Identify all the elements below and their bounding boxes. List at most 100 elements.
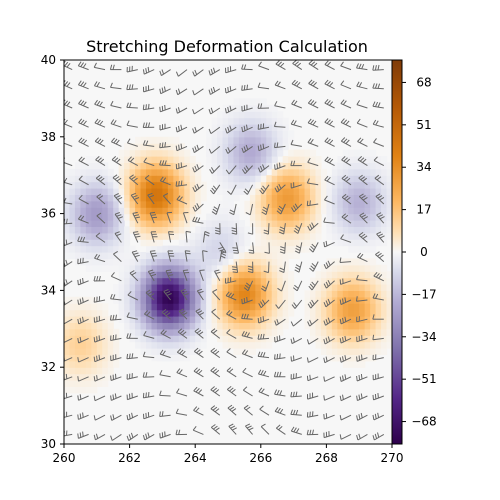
heatmap-cell xyxy=(271,277,278,285)
heatmap-cell xyxy=(359,284,366,291)
heatmap-cell xyxy=(233,348,240,355)
heatmap-cell xyxy=(140,271,147,279)
wind-barb xyxy=(323,413,335,420)
heatmap-cell xyxy=(315,303,322,311)
heatmap-cell xyxy=(260,111,267,119)
wind-barb xyxy=(372,119,384,128)
wind-barb xyxy=(306,337,319,345)
heatmap-cell xyxy=(156,232,163,240)
heatmap-cell xyxy=(195,322,202,330)
heatmap-cell xyxy=(113,348,120,355)
heatmap-cell xyxy=(167,207,174,215)
wind-barb xyxy=(93,81,106,90)
wind-barb xyxy=(274,183,286,193)
heatmap-cell xyxy=(233,104,240,112)
heatmap-cell xyxy=(315,290,322,298)
heatmap-cell xyxy=(260,200,267,208)
wind-barb xyxy=(340,61,352,71)
heatmap-cell xyxy=(271,226,278,234)
heatmap-cell xyxy=(113,188,120,195)
heatmap-cell xyxy=(299,149,306,157)
heatmap-cell xyxy=(102,316,109,323)
wind-barb xyxy=(182,212,189,224)
heatmap-cell xyxy=(173,149,180,157)
heatmap-cell xyxy=(151,341,158,349)
heatmap-cell xyxy=(249,271,256,279)
heatmap-cell xyxy=(113,220,120,227)
heatmap-cell xyxy=(348,207,355,215)
heatmap-cell xyxy=(337,162,344,170)
heatmap-cell xyxy=(337,264,344,272)
y-tick-label: 40 xyxy=(41,53,56,67)
heatmap-cell xyxy=(156,168,163,176)
heatmap-cell xyxy=(271,239,278,247)
heatmap-cell xyxy=(113,290,120,298)
heatmap-cell xyxy=(156,239,163,247)
heatmap-cell xyxy=(211,162,218,170)
heatmap-cell xyxy=(320,296,327,304)
heatmap-cell xyxy=(129,226,136,234)
heatmap-cell xyxy=(140,168,147,176)
heatmap-cell xyxy=(288,271,295,279)
heatmap-cell xyxy=(222,271,229,279)
heatmap-cell xyxy=(266,341,273,349)
heatmap-cell xyxy=(85,264,92,272)
wind-barb xyxy=(241,144,253,154)
heatmap-cell xyxy=(331,258,338,266)
heatmap-cell xyxy=(167,335,174,343)
wind-barb xyxy=(126,392,138,401)
heatmap-cell xyxy=(211,117,218,125)
heatmap-cell xyxy=(260,341,267,349)
wind-barb xyxy=(192,69,204,77)
heatmap-cell xyxy=(370,284,377,291)
heatmap-cell xyxy=(370,194,377,202)
heatmap-cell xyxy=(118,188,125,195)
heatmap-cell xyxy=(233,207,240,215)
colorbar-tick-label: −68 xyxy=(411,415,436,429)
heatmap-cell xyxy=(249,168,256,176)
heatmap-cell xyxy=(348,181,355,189)
heatmap-cell xyxy=(348,239,355,247)
heatmap-cell xyxy=(69,380,76,387)
heatmap-cell xyxy=(266,290,273,298)
heatmap-cell xyxy=(255,149,262,157)
heatmap-cell xyxy=(124,207,131,215)
heatmap-cell xyxy=(222,156,229,163)
wind-barb xyxy=(64,118,73,128)
heatmap-cell xyxy=(320,277,327,285)
heatmap-cell xyxy=(375,226,382,234)
heatmap-cell xyxy=(364,220,371,227)
wind-barb xyxy=(77,336,89,344)
heatmap-cell xyxy=(228,252,235,259)
heatmap-cell xyxy=(64,213,71,221)
heatmap-cell xyxy=(277,309,284,317)
heatmap-cell xyxy=(195,200,202,208)
heatmap-cell xyxy=(162,296,169,304)
heatmap-cell xyxy=(222,168,229,176)
heatmap-cell xyxy=(113,360,120,368)
heatmap-cell xyxy=(146,136,153,144)
heatmap-cell xyxy=(271,316,278,323)
heatmap-cell xyxy=(146,200,153,208)
wind-barb xyxy=(64,80,73,90)
heatmap-cell xyxy=(364,162,371,170)
heatmap-cell xyxy=(271,328,278,336)
heatmap-cell xyxy=(102,245,109,253)
heatmap-cell xyxy=(140,252,147,259)
heatmap-cell xyxy=(151,200,158,208)
heatmap-cell xyxy=(326,200,333,208)
heatmap-cell xyxy=(375,341,382,349)
wind-barb xyxy=(372,101,384,109)
heatmap-cell xyxy=(118,271,125,279)
heatmap-cell xyxy=(233,328,240,336)
heatmap-cell xyxy=(195,239,202,247)
heatmap-cell xyxy=(255,328,262,336)
wind-barb xyxy=(159,411,171,417)
heatmap-cell xyxy=(233,341,240,349)
heatmap-cell xyxy=(353,322,360,330)
heatmap-cell xyxy=(271,136,278,144)
wind-barb xyxy=(178,308,188,320)
heatmap-cell xyxy=(386,290,392,298)
heatmap-cell xyxy=(211,264,218,272)
heatmap-cell xyxy=(282,175,289,183)
